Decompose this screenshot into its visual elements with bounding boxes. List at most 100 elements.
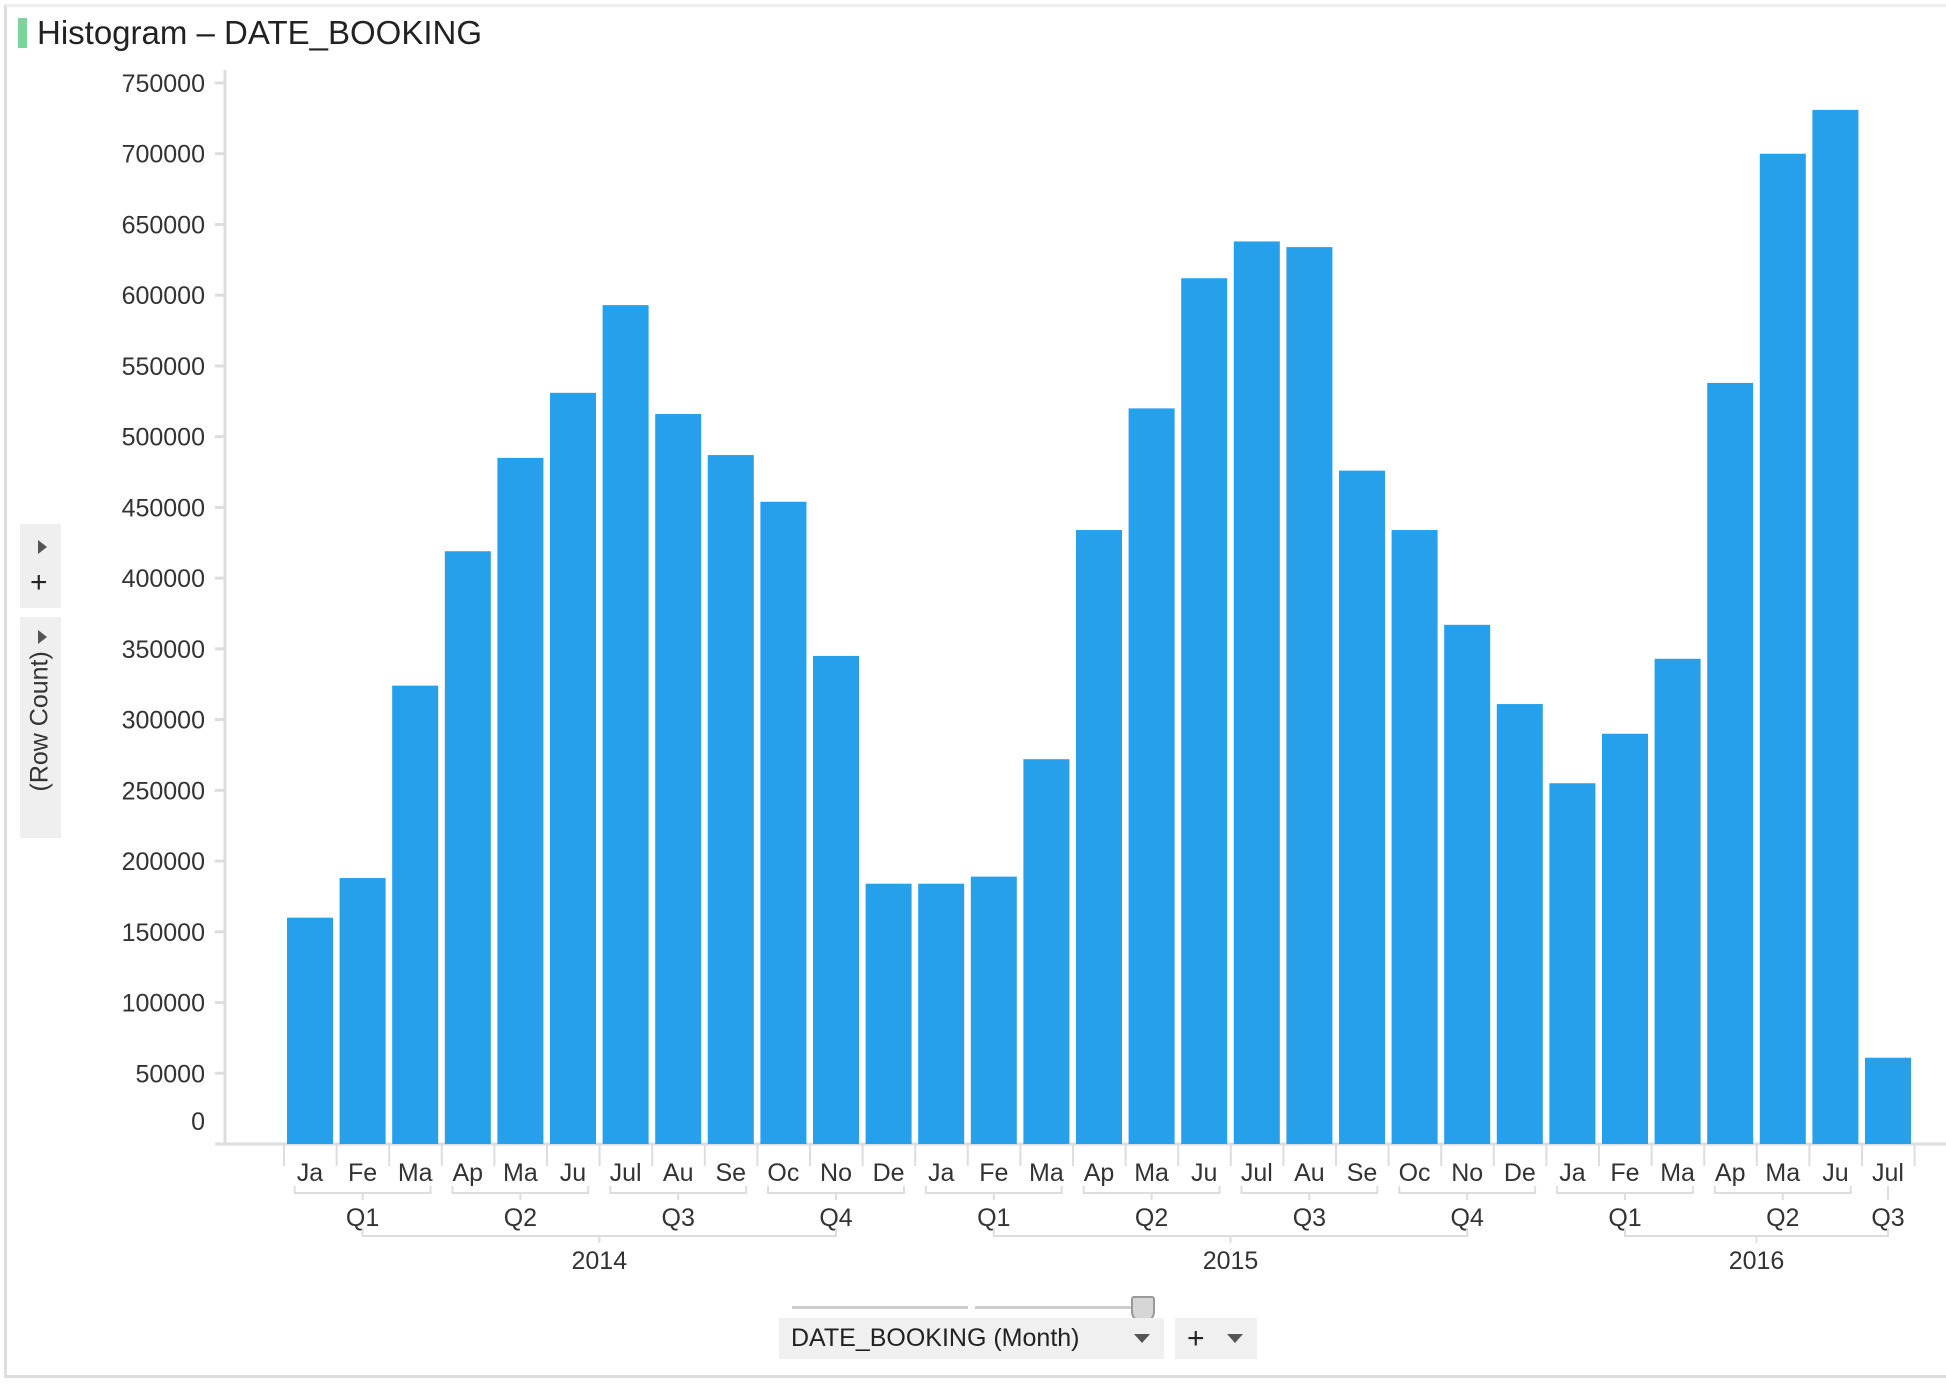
histogram-bar <box>865 883 912 1144</box>
y-tick-label: 550000 <box>122 353 205 381</box>
x-quarter-label: Q3 <box>1871 1204 1904 1232</box>
histogram-bar <box>497 457 544 1144</box>
quarter-bracket <box>924 1186 1063 1200</box>
x-month-label: Ma <box>1134 1159 1169 1187</box>
y-axis-selector[interactable]: (Row Count) <box>20 617 61 838</box>
x-month-label: Ma <box>1029 1159 1064 1187</box>
x-month-label: Ju <box>1191 1159 1217 1187</box>
x-month-label: Au <box>1294 1159 1325 1187</box>
histogram-bar <box>1654 658 1701 1144</box>
x-month-label: Oc <box>1399 1159 1431 1187</box>
histogram-bar <box>1233 241 1280 1144</box>
x-axis-range-slider-right[interactable] <box>975 1306 1145 1309</box>
histogram-bar <box>444 551 491 1144</box>
histogram-bar <box>1602 733 1648 1144</box>
year-bracket <box>992 1228 1469 1243</box>
quarter-bracket <box>1556 1186 1694 1200</box>
y-tick-label: 50000 <box>135 1060 205 1088</box>
x-quarter-label: Q3 <box>662 1204 695 1232</box>
x-month-label: De <box>873 1159 905 1187</box>
quarter-bracket <box>451 1186 590 1200</box>
histogram-bar <box>1707 382 1754 1145</box>
year-bracket <box>1624 1228 1889 1243</box>
histogram-bar <box>1496 704 1543 1144</box>
x-axis-range-slider-left[interactable] <box>792 1306 968 1309</box>
x-month-label: No <box>1451 1159 1483 1187</box>
x-quarter-label: Q1 <box>346 1204 379 1232</box>
quarter-bracket <box>767 1186 905 1200</box>
x-month-label: Ma <box>1660 1159 1695 1187</box>
x-month-label: Ma <box>1765 1159 1800 1187</box>
x-month-label: Ap <box>1715 1159 1746 1187</box>
x-month-label: Jul <box>1241 1159 1273 1187</box>
x-month-label: Ju <box>1822 1159 1848 1187</box>
y-tick-label: 750000 <box>122 70 205 98</box>
histogram-bar <box>1549 783 1596 1144</box>
x-quarter-label: Q4 <box>1451 1204 1484 1232</box>
histogram-bar <box>970 876 1017 1144</box>
plus-icon[interactable]: + <box>30 566 48 599</box>
histogram-bar <box>1076 530 1122 1144</box>
y-tick-label: 200000 <box>122 848 205 876</box>
expand-arrow-icon[interactable] <box>38 630 47 644</box>
histogram-bar <box>287 917 333 1144</box>
x-year-label: 2016 <box>1729 1247 1785 1275</box>
histogram-bar <box>1759 153 1806 1144</box>
histogram-bar <box>392 685 439 1144</box>
x-year-label: 2014 <box>571 1247 627 1275</box>
quarter-bracket <box>1240 1186 1379 1200</box>
histogram-bar <box>339 878 386 1144</box>
y-tick-label: 500000 <box>122 424 205 452</box>
y-tick-label: 650000 <box>122 211 205 239</box>
x-month-label: Ja <box>1559 1159 1586 1187</box>
x-month-label: Ma <box>398 1159 433 1187</box>
histogram-bar <box>1128 408 1175 1145</box>
y-tick-label: 250000 <box>122 777 205 805</box>
x-month-label: Se <box>1347 1159 1378 1187</box>
x-quarter-label: Q2 <box>1135 1204 1168 1232</box>
histogram-bar <box>1286 247 1333 1145</box>
histogram-bar <box>1023 759 1070 1144</box>
histogram-bar <box>1812 109 1859 1145</box>
x-year-label: 2015 <box>1203 1247 1259 1275</box>
histogram-bar <box>760 501 807 1144</box>
x-month-label: Jul <box>1872 1159 1904 1187</box>
x-month-label: Oc <box>767 1159 799 1187</box>
quarter-bracket <box>293 1186 432 1200</box>
histogram-bar <box>1391 530 1438 1144</box>
x-month-label: Ja <box>297 1159 324 1187</box>
y-tick-label: 600000 <box>122 282 205 310</box>
chevron-down-icon[interactable] <box>1227 1334 1243 1343</box>
x-quarter-label: Q2 <box>1766 1204 1799 1232</box>
plus-icon[interactable]: + <box>1187 1321 1205 1355</box>
x-month-label: Se <box>716 1159 747 1187</box>
x-axis-add-button[interactable]: + <box>1175 1318 1257 1359</box>
x-month-label: Au <box>663 1159 694 1187</box>
histogram-bar <box>1865 1057 1911 1144</box>
visualization-frame <box>4 4 1946 1378</box>
x-quarter-label: Q1 <box>977 1204 1010 1232</box>
x-month-label: Ap <box>1084 1159 1115 1187</box>
y-tick-label: 400000 <box>122 565 205 593</box>
x-quarter-label: Q2 <box>504 1204 537 1232</box>
histogram-bar <box>1444 624 1491 1144</box>
histogram-bar <box>1339 470 1385 1144</box>
quarter-bracket <box>609 1186 748 1200</box>
x-axis-column-label: DATE_BOOKING (Month) <box>791 1324 1080 1352</box>
x-month-label: Fe <box>348 1159 377 1187</box>
chart-title-text: Histogram – DATE_BOOKING <box>37 14 483 51</box>
year-bracket <box>361 1228 837 1243</box>
histogram-bar <box>918 883 965 1144</box>
histogram-bar <box>813 655 859 1144</box>
expand-arrow-icon[interactable] <box>38 540 47 554</box>
y-tick-label: 350000 <box>122 636 205 664</box>
y-tick-label: 0 <box>191 1108 205 1136</box>
histogram-bar <box>1181 278 1228 1144</box>
x-quarter-label: Q4 <box>819 1204 852 1232</box>
x-axis-column-selector[interactable]: DATE_BOOKING (Month) <box>779 1318 1164 1359</box>
chevron-down-icon[interactable] <box>1134 1334 1150 1343</box>
slider-handle[interactable] <box>1131 1296 1155 1322</box>
y-tick-label: 450000 <box>122 494 205 522</box>
y-axis-add-panel[interactable]: + <box>20 524 61 608</box>
